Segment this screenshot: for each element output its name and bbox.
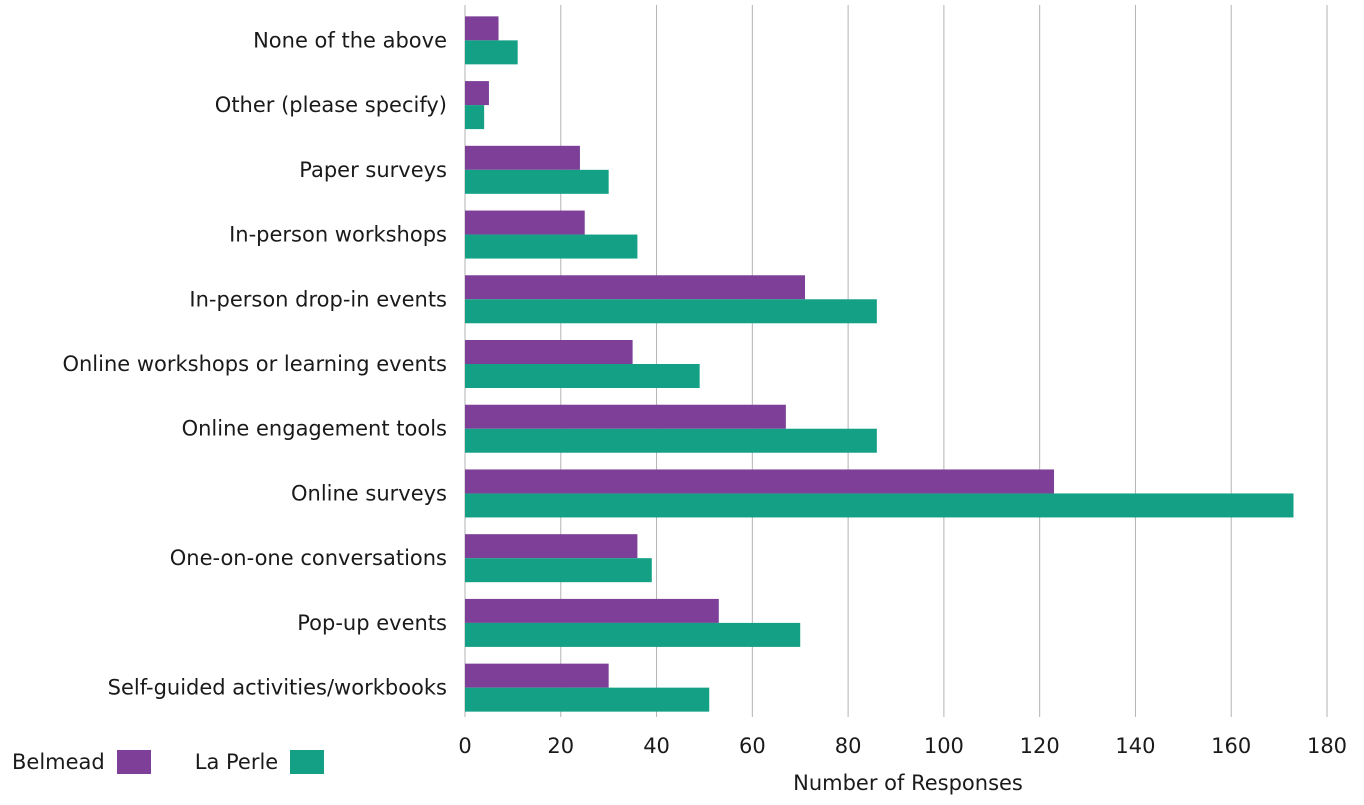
x-tick-label: 80 xyxy=(835,734,862,758)
bar-la-perle xyxy=(465,364,700,388)
bar-belmead xyxy=(465,664,609,688)
legend-swatch-belmead xyxy=(117,750,151,774)
bar-belmead xyxy=(465,146,580,170)
bar-la-perle xyxy=(465,558,652,582)
x-tick-label: 0 xyxy=(458,734,471,758)
bar-la-perle xyxy=(465,40,518,64)
category-label: In-person workshops xyxy=(229,223,447,247)
bar-la-perle xyxy=(465,299,877,323)
x-tick-label: 140 xyxy=(1115,734,1155,758)
legend-swatch-la-perle xyxy=(290,750,324,774)
bar-belmead xyxy=(465,275,805,299)
bar-belmead xyxy=(465,211,585,235)
category-label: Paper surveys xyxy=(299,158,447,182)
bar-belmead xyxy=(465,405,786,429)
x-tick-labels: 0 20 40 60 80 100 120 140 160 180 xyxy=(458,734,1347,758)
x-tick-label: 100 xyxy=(924,734,964,758)
bar-belmead xyxy=(465,16,499,40)
legend-item-belmead: Belmead xyxy=(12,750,151,774)
bars xyxy=(465,16,1293,711)
x-tick-label: 60 xyxy=(739,734,766,758)
bar-la-perle xyxy=(465,429,877,453)
bar-belmead xyxy=(465,599,719,623)
category-label: Pop-up events xyxy=(297,611,447,635)
bar-belmead xyxy=(465,340,633,364)
legend-label-la-perle: La Perle xyxy=(195,750,278,774)
x-tick-label: 180 xyxy=(1307,734,1347,758)
category-label: Online surveys xyxy=(291,481,447,505)
category-label: Online engagement tools xyxy=(182,417,447,441)
x-tick-label: 40 xyxy=(643,734,670,758)
category-label: Other (please specify) xyxy=(215,93,447,117)
x-axis-title: Number of Responses xyxy=(793,771,1023,795)
category-label: None of the above xyxy=(253,28,447,52)
bar-la-perle xyxy=(465,170,609,194)
legend-item-la-perle: La Perle xyxy=(195,750,324,774)
bar-la-perle xyxy=(465,623,800,647)
bar-belmead xyxy=(465,81,489,105)
bar-la-perle xyxy=(465,688,709,712)
x-tick-label: 120 xyxy=(1020,734,1060,758)
bar-belmead xyxy=(465,534,637,558)
bar-belmead xyxy=(465,469,1054,493)
x-tick-label: 20 xyxy=(547,734,574,758)
category-label: Online workshops or learning events xyxy=(62,352,447,376)
bar-la-perle xyxy=(465,493,1293,517)
category-label: One-on-one conversations xyxy=(170,546,447,570)
category-label: In-person drop-in events xyxy=(189,287,447,311)
bar-la-perle xyxy=(465,105,484,129)
category-labels: None of the above Other (please specify) P… xyxy=(62,28,447,699)
bar-la-perle xyxy=(465,235,637,259)
legend-label-belmead: Belmead xyxy=(12,750,105,774)
x-tick-label: 160 xyxy=(1211,734,1251,758)
category-label: Self-guided activities/workbooks xyxy=(108,676,447,700)
legend: Belmead La Perle xyxy=(12,750,368,774)
